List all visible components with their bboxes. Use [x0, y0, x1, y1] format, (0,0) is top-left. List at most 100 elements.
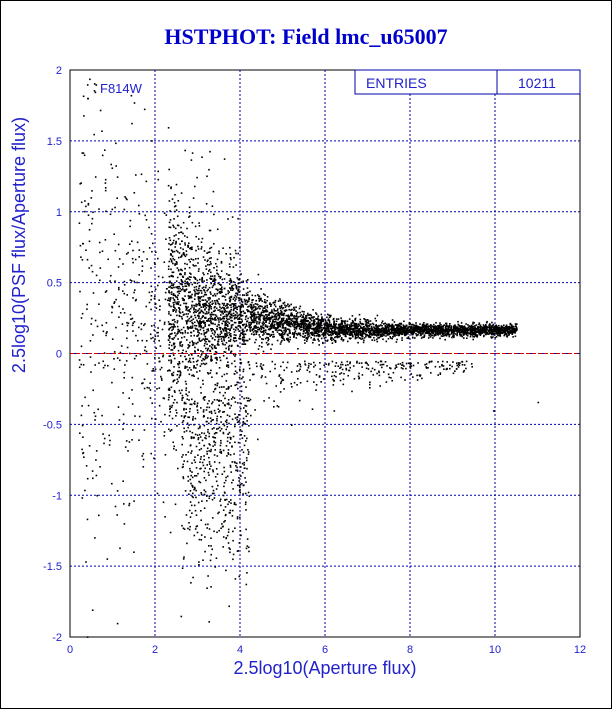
data-point — [396, 338, 398, 341]
data-point — [372, 322, 374, 325]
data-point — [282, 336, 284, 338]
data-point — [150, 325, 153, 327]
data-point — [310, 316, 313, 319]
data-point — [195, 249, 197, 252]
data-point — [173, 357, 176, 360]
data-point — [333, 339, 336, 342]
data-point — [227, 321, 229, 323]
data-point — [123, 284, 126, 286]
data-point — [186, 366, 188, 368]
data-point — [456, 334, 458, 337]
data-point — [176, 291, 179, 293]
data-point — [434, 325, 437, 328]
data-point — [280, 304, 283, 307]
data-point — [537, 401, 540, 404]
data-point — [385, 340, 388, 343]
data-point — [412, 336, 414, 339]
data-point — [329, 331, 332, 334]
data-point — [168, 311, 170, 313]
data-point — [464, 332, 467, 334]
data-point — [91, 217, 94, 220]
data-point — [115, 142, 117, 145]
data-point — [167, 299, 169, 302]
data-point — [154, 263, 156, 265]
data-point — [203, 344, 206, 347]
data-point — [373, 326, 375, 328]
data-point — [423, 336, 425, 339]
data-point — [135, 174, 137, 176]
data-point — [328, 334, 330, 337]
data-point — [346, 328, 348, 330]
data-point — [110, 163, 112, 166]
data-point — [171, 329, 173, 332]
data-point — [316, 318, 319, 320]
data-point — [293, 333, 295, 335]
data-point — [170, 186, 172, 188]
data-point — [126, 324, 129, 327]
data-point — [388, 330, 390, 332]
data-point — [214, 319, 216, 321]
data-point — [224, 336, 226, 339]
data-point — [306, 338, 308, 341]
data-point — [85, 249, 87, 251]
data-point — [242, 333, 244, 336]
data-point — [250, 304, 253, 306]
data-point — [181, 394, 184, 397]
data-point — [131, 403, 134, 405]
data-point — [270, 333, 273, 336]
data-point — [390, 332, 392, 335]
data-point — [111, 208, 114, 211]
data-point — [447, 330, 450, 333]
data-point — [232, 266, 235, 268]
data-point — [423, 330, 426, 333]
data-point — [217, 288, 219, 291]
data-point — [171, 274, 173, 277]
data-point — [210, 271, 212, 274]
data-point — [435, 334, 437, 337]
data-point — [213, 310, 216, 312]
data-point — [219, 317, 221, 319]
data-point — [211, 275, 214, 277]
data-point — [334, 332, 337, 334]
data-point — [337, 329, 340, 332]
data-point — [182, 248, 184, 251]
data-point — [252, 321, 254, 323]
data-point — [176, 401, 178, 404]
data-point — [193, 310, 196, 313]
data-point — [263, 319, 266, 322]
data-point — [198, 339, 201, 342]
data-point — [340, 337, 343, 339]
data-point — [357, 334, 359, 336]
data-point — [317, 315, 320, 317]
data-point — [199, 365, 202, 367]
data-point — [170, 406, 173, 409]
data-point — [281, 335, 283, 338]
data-point — [141, 455, 144, 457]
data-point — [235, 334, 237, 336]
data-point — [339, 328, 342, 330]
data-point — [168, 396, 170, 399]
data-point — [221, 310, 223, 313]
data-point — [252, 331, 255, 333]
data-point — [153, 262, 156, 264]
data-point — [86, 258, 89, 261]
data-point — [232, 339, 235, 342]
data-point — [99, 279, 101, 282]
data-point — [185, 309, 187, 311]
data-point — [199, 340, 202, 342]
data-point — [194, 293, 196, 295]
data-point — [224, 343, 226, 346]
data-point — [514, 329, 517, 332]
data-point — [82, 436, 84, 438]
data-point — [254, 309, 256, 311]
data-point — [375, 325, 377, 327]
data-point — [103, 352, 106, 354]
data-point — [217, 343, 219, 345]
data-point — [259, 321, 261, 323]
data-point — [276, 321, 278, 324]
data-point — [194, 290, 196, 293]
data-point — [431, 331, 434, 333]
data-point — [334, 336, 336, 339]
data-point — [168, 428, 170, 431]
data-point — [118, 258, 121, 260]
